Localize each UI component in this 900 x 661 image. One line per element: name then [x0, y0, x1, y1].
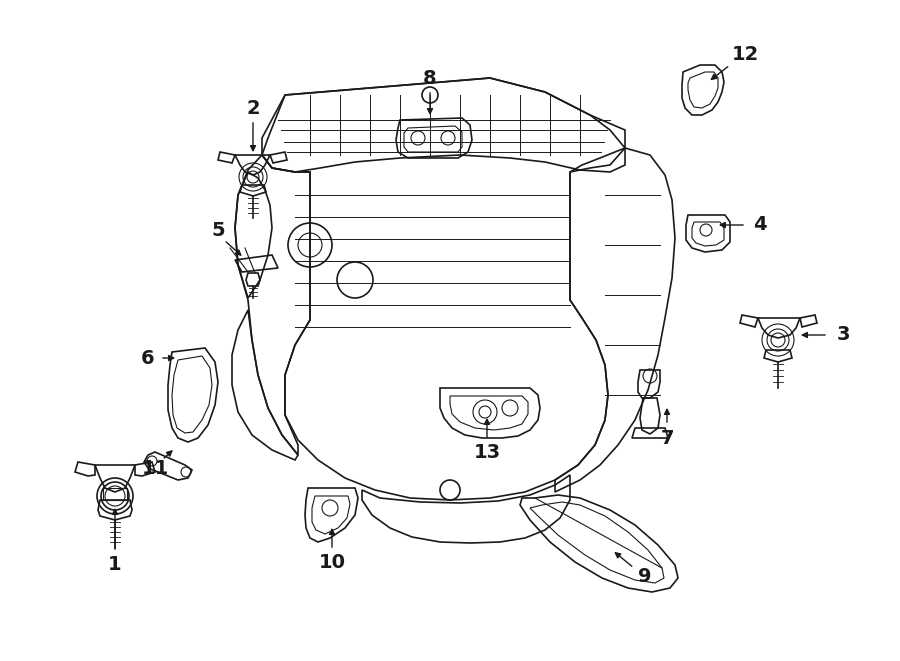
Text: 7: 7	[661, 428, 674, 447]
Text: 13: 13	[473, 444, 500, 463]
Text: 3: 3	[836, 325, 850, 344]
Text: 12: 12	[732, 46, 759, 65]
Text: 10: 10	[319, 553, 346, 572]
Text: 4: 4	[753, 215, 767, 235]
Text: 6: 6	[141, 348, 155, 368]
Text: 9: 9	[638, 568, 652, 586]
Text: 5: 5	[212, 221, 225, 239]
Text: 2: 2	[247, 98, 260, 118]
Text: 8: 8	[423, 69, 436, 87]
Text: 1: 1	[108, 555, 122, 574]
Text: 11: 11	[141, 459, 168, 477]
